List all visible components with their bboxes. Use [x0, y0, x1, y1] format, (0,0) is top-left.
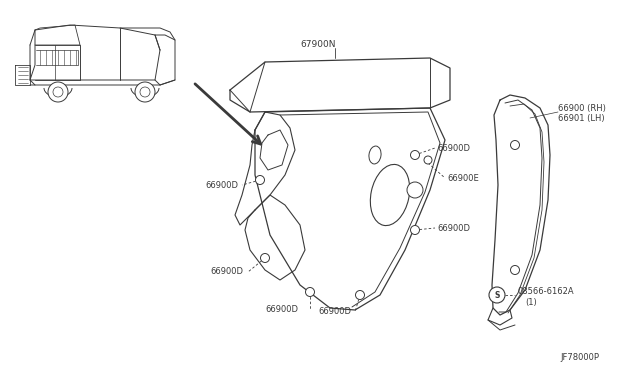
Circle shape	[424, 156, 432, 164]
Text: 67900N: 67900N	[300, 39, 335, 48]
Circle shape	[489, 287, 505, 303]
Text: 66900E: 66900E	[447, 173, 479, 183]
Circle shape	[140, 87, 150, 97]
Circle shape	[511, 266, 520, 275]
Text: 66900 (RH): 66900 (RH)	[558, 103, 606, 112]
Text: 66900D: 66900D	[210, 267, 243, 276]
Text: 66901 (LH): 66901 (LH)	[558, 113, 605, 122]
Text: (1): (1)	[525, 298, 537, 308]
Text: 66900D: 66900D	[318, 308, 351, 317]
Circle shape	[407, 182, 423, 198]
Text: 08566-6162A: 08566-6162A	[517, 286, 573, 295]
Circle shape	[410, 225, 419, 234]
Circle shape	[135, 82, 155, 102]
Circle shape	[355, 291, 365, 299]
Circle shape	[255, 176, 264, 185]
Text: 66900D: 66900D	[265, 305, 298, 314]
Circle shape	[48, 82, 68, 102]
Circle shape	[260, 253, 269, 263]
Circle shape	[410, 151, 419, 160]
Circle shape	[53, 87, 63, 97]
Text: 66900D: 66900D	[437, 224, 470, 232]
Ellipse shape	[369, 146, 381, 164]
Text: 66900D: 66900D	[437, 144, 470, 153]
Ellipse shape	[371, 164, 410, 225]
Text: JF78000P: JF78000P	[560, 353, 599, 362]
Text: S: S	[494, 291, 500, 299]
Text: 66900D: 66900D	[205, 180, 238, 189]
Circle shape	[305, 288, 314, 296]
Circle shape	[511, 141, 520, 150]
